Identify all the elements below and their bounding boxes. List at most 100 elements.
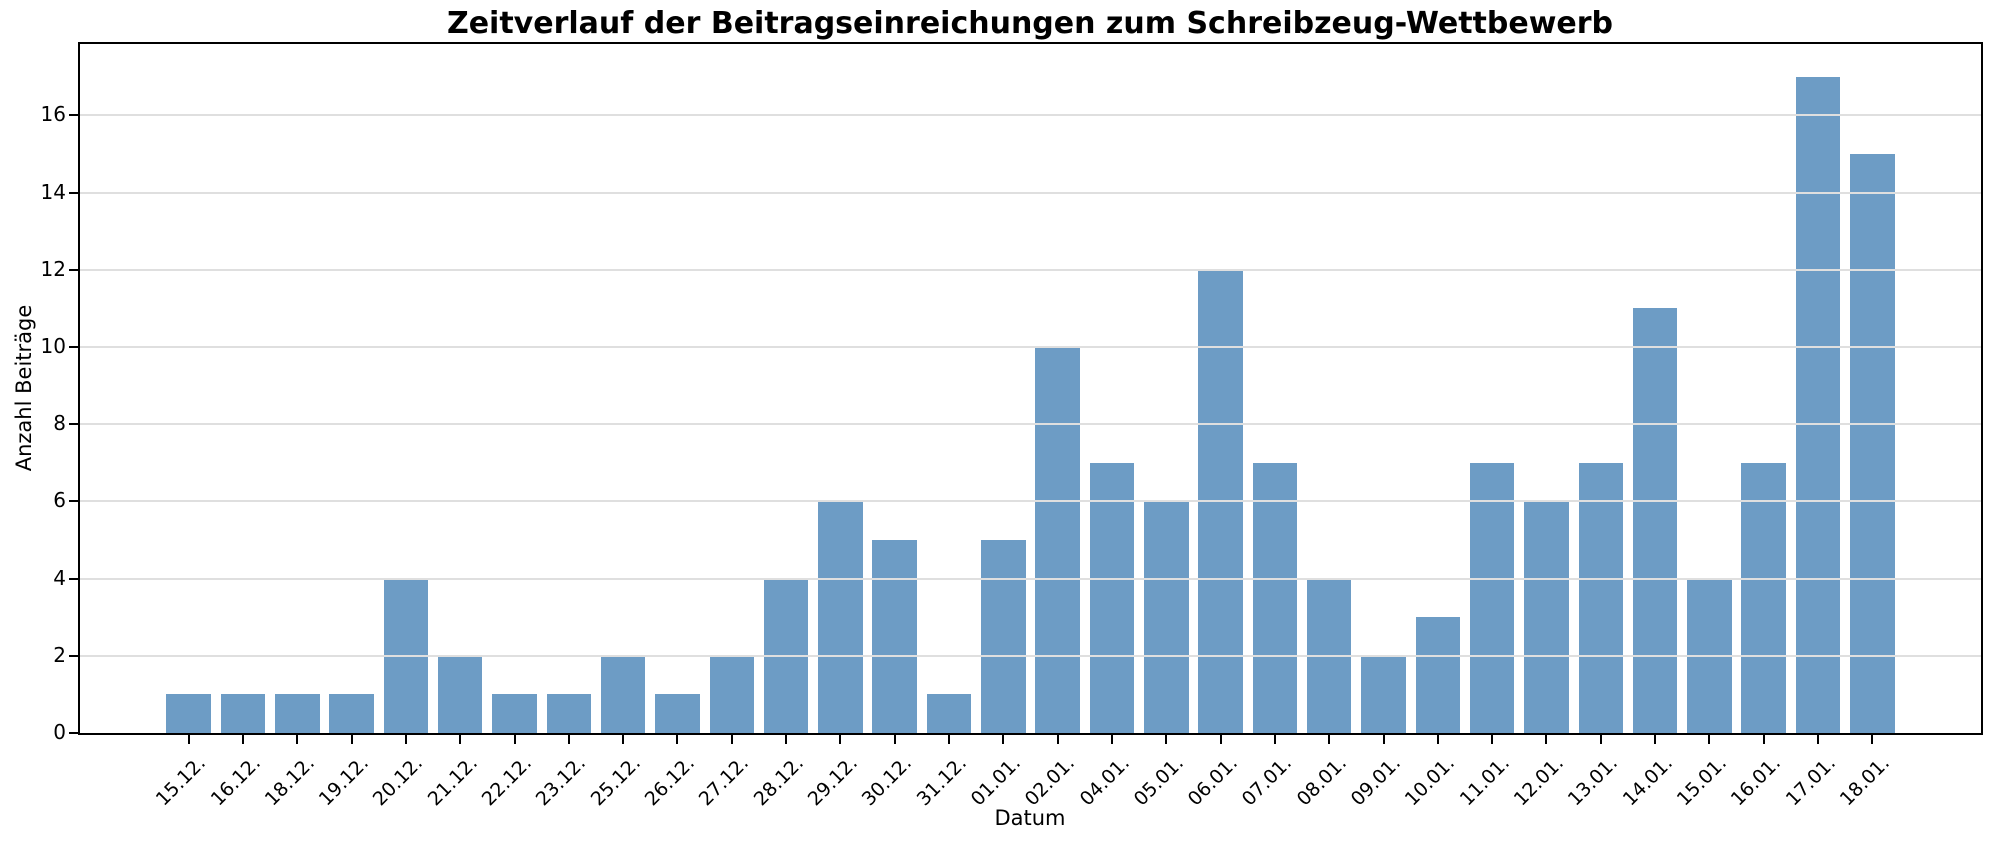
gridline	[80, 114, 1981, 117]
y-tick-label: 2	[53, 642, 66, 667]
x-tick-label: 07.01.	[1238, 752, 1297, 811]
x-tick-label: 29.12.	[803, 752, 862, 811]
y-tick-label: 0	[53, 720, 66, 744]
bar	[818, 501, 863, 733]
x-tick-label: 10.01.	[1401, 752, 1460, 811]
y-tick-label: 14	[40, 179, 66, 204]
bar	[546, 694, 592, 733]
y-tick-label: 4	[53, 565, 66, 590]
x-tick-label: 15.01.	[1672, 752, 1731, 811]
bar	[1741, 462, 1786, 733]
x-tick-mark	[1491, 735, 1494, 744]
x-tick-mark	[404, 735, 407, 744]
y-tick-label: 16	[40, 102, 66, 127]
bar	[1089, 462, 1135, 733]
bar	[926, 694, 972, 733]
x-tick-label: 27.12.	[695, 752, 754, 811]
x-tick-mark	[893, 735, 896, 744]
bar	[1850, 154, 1895, 733]
bar	[981, 540, 1026, 733]
y-tick-mark	[69, 732, 78, 734]
x-tick-mark	[839, 735, 842, 744]
y-axis-label: Anzahl Beiträge	[12, 304, 36, 472]
x-tick-mark	[1165, 735, 1168, 744]
x-tick-mark	[1382, 735, 1385, 744]
x-tick-mark	[567, 735, 570, 744]
x-tick-label: 16.01.	[1727, 752, 1786, 811]
y-tick-mark	[69, 191, 78, 194]
x-tick-mark	[1110, 735, 1113, 744]
x-tick-mark	[1599, 735, 1602, 744]
gridline	[80, 577, 1981, 580]
x-tick-label: 06.01.	[1183, 752, 1243, 811]
gridline	[80, 346, 1981, 348]
x-tick-label: 04.01.	[1075, 752, 1134, 811]
x-tick-mark	[241, 735, 244, 744]
bar	[220, 694, 266, 733]
x-tick-label: 01.01.	[966, 752, 1025, 811]
x-tick-label: 12.01.	[1509, 752, 1569, 811]
y-tick-label: 8	[53, 411, 66, 436]
y-tick-mark	[69, 268, 78, 271]
bar	[274, 694, 320, 733]
x-tick-label: 26.12.	[640, 752, 700, 811]
x-tick-mark	[296, 735, 299, 744]
y-tick-label: 6	[53, 488, 66, 513]
x-tick-mark	[1654, 735, 1657, 744]
x-tick-mark	[1002, 735, 1005, 744]
x-tick-mark	[459, 735, 462, 744]
bar	[1144, 501, 1189, 733]
bar	[166, 694, 211, 733]
bar	[1415, 617, 1461, 733]
x-tick-mark	[1056, 735, 1059, 744]
y-tick-mark	[69, 654, 78, 657]
x-tick-mark	[1817, 735, 1820, 744]
x-tick-mark	[948, 735, 951, 744]
x-tick-mark	[676, 735, 679, 744]
bar	[1469, 462, 1515, 733]
x-tick-mark	[187, 735, 190, 744]
x-tick-mark	[513, 735, 516, 744]
x-tick-label: 14.01.	[1618, 752, 1677, 811]
x-tick-label: 30.12.	[857, 752, 917, 811]
x-tick-label: 11.01.	[1455, 752, 1514, 811]
bar	[600, 655, 646, 733]
chart-title: Zeitverlauf der Beitragseinreichungen zu…	[446, 6, 1614, 41]
x-tick-label: 13.01.	[1564, 752, 1623, 811]
x-tick-label: 28.12.	[749, 752, 808, 811]
y-tick-mark	[69, 346, 78, 348]
x-tick-mark	[1273, 735, 1276, 744]
bar	[709, 655, 755, 733]
x-tick-label: 23.12.	[532, 752, 591, 811]
x-tick-label: 31.12.	[912, 752, 971, 811]
gridline	[80, 423, 1981, 426]
x-tick-label: 20.12.	[369, 752, 428, 811]
bar	[437, 655, 483, 733]
bar	[1632, 308, 1678, 733]
x-tick-label: 15.12.	[151, 752, 211, 811]
bar	[872, 540, 917, 733]
x-tick-label: 17.01.	[1781, 752, 1840, 811]
x-tick-mark	[785, 735, 788, 744]
bar	[1524, 501, 1569, 733]
x-tick-label: 09.01.	[1346, 752, 1406, 811]
y-tick-mark	[69, 423, 78, 426]
gridline	[80, 191, 1981, 194]
x-tick-label: 19.12.	[314, 752, 374, 811]
x-tick-label: 08.01.	[1292, 752, 1351, 811]
x-tick-label: 18.01.	[1835, 752, 1894, 811]
bar	[1252, 462, 1298, 733]
y-tick-mark	[69, 114, 78, 117]
bar	[655, 694, 700, 733]
x-tick-mark	[350, 735, 353, 744]
y-tick-label: 10	[40, 334, 66, 358]
x-tick-mark	[730, 735, 733, 744]
x-tick-mark	[1871, 735, 1874, 744]
x-tick-label: 25.12.	[586, 752, 645, 811]
x-tick-mark	[622, 735, 625, 744]
y-tick-mark	[69, 577, 78, 580]
x-tick-label: 05.01.	[1129, 752, 1188, 811]
x-tick-label: 02.01.	[1020, 752, 1080, 811]
bar	[329, 694, 374, 733]
x-tick-label: 18.12.	[260, 752, 319, 811]
